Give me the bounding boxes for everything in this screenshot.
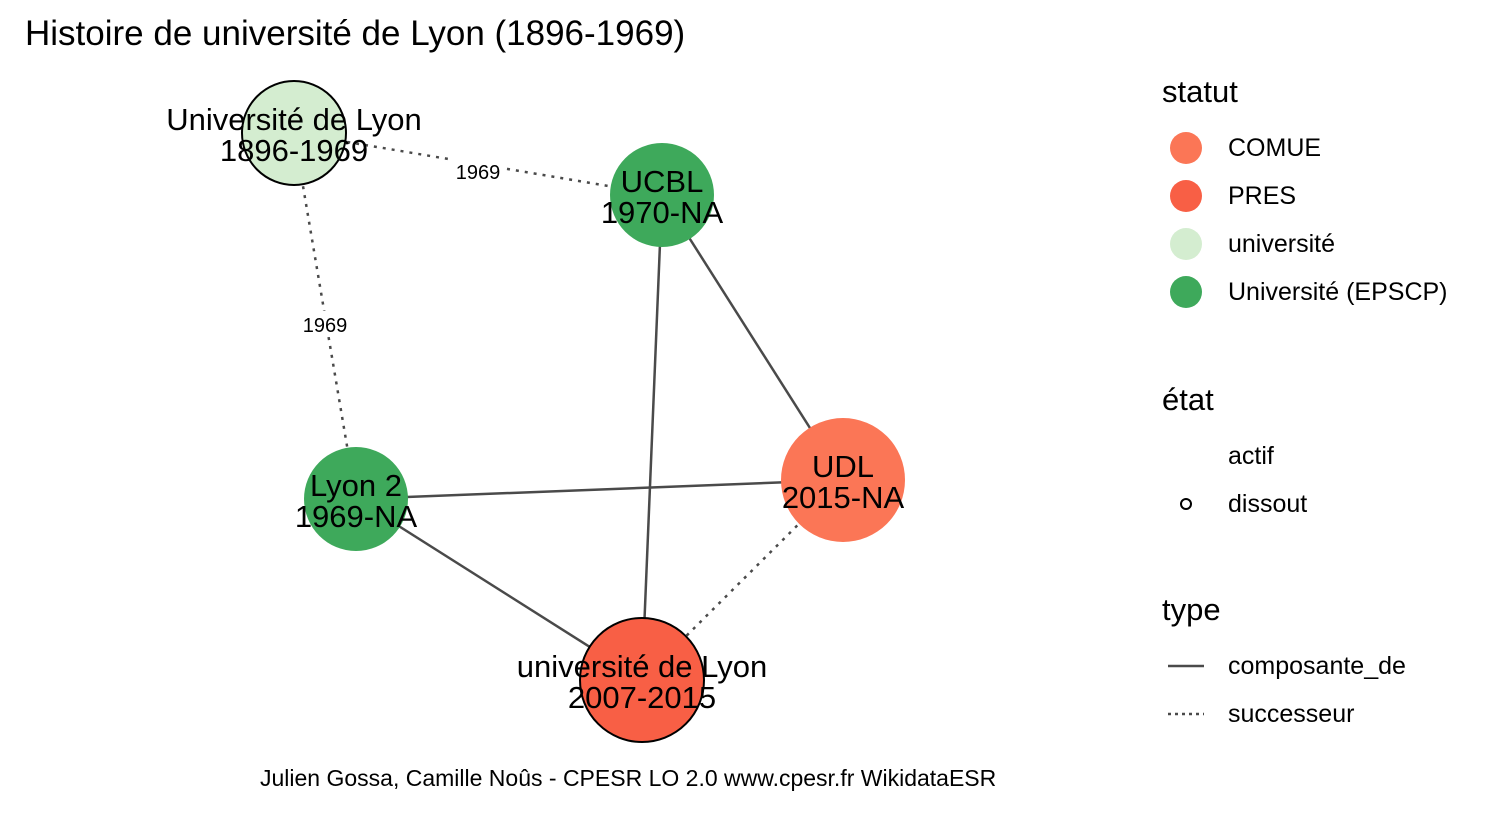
legend-ring-dissout [1180,498,1192,510]
caption: Julien Gossa, Camille Noûs - CPESR LO 2.… [260,765,997,791]
legend-label-pres: PRES [1228,182,1297,210]
node-dates-univ-lyon-1896: 1896-1969 [220,133,368,168]
legend-dot-pres [1170,180,1202,212]
edge-label-background [299,311,351,337]
node-label-univ-lyon-2007: université de Lyon [517,649,767,684]
edge-label-univ-lyon-1896-to-lyon2: 1969 [303,315,348,337]
legend-item-universite: université [1162,224,1482,264]
legend-item-successeur: successeur [1162,694,1482,734]
node-label-udl: UDL [812,449,874,484]
legend-dot-comue [1170,132,1202,164]
legend-line-successeur [1168,712,1204,716]
legend-label-composante-de: composante_de [1228,652,1406,680]
nodes-layer [241,80,905,743]
legend-item-dissout: dissout [1162,484,1482,524]
node-udl [781,418,905,542]
node-label-univ-lyon-1896: Université de Lyon [166,102,422,137]
node-label-lyon2: Lyon 2 [310,468,402,503]
legend-item-pres: PRES [1162,176,1482,216]
node-ucbl [610,143,714,247]
legend-label-universite-epscp: Université (EPSCP) [1228,278,1448,306]
legend-label-dissout: dissout [1228,490,1308,518]
edge-label-univ-lyon-1896-to-ucbl: 1969 [456,162,501,184]
legend-label-comue: COMUE [1228,134,1322,162]
node-lyon2 [304,447,408,551]
legend-line-composante-de [1168,664,1204,668]
legend-label-successeur: successeur [1228,700,1355,728]
chart-title: Histoire de université de Lyon (1896-196… [25,14,686,53]
legend-item-actif: actif [1162,436,1482,476]
node-univ-lyon-2007 [579,617,705,743]
legend-dot-universite-epscp [1170,276,1202,308]
legend-label-actif: actif [1228,442,1274,470]
legend-title-type: type [1162,592,1221,627]
legend-key-actif [1168,438,1204,474]
node-dates-udl: 2015-NA [782,480,905,515]
legend-label-universite: université [1228,230,1335,258]
legend-dot-universite [1170,228,1202,260]
legend-item-comue: COMUE [1162,128,1482,168]
node-dates-univ-lyon-2007: 2007-2015 [568,680,716,715]
edge-lyon2-to-udl [355,478,844,501]
legend-title-etat: état [1162,382,1214,417]
legend-item-composante-de: composante_de [1162,646,1482,686]
edge-label-background [452,158,504,184]
legend-title-statut: statut [1162,74,1238,109]
legend-item-universite-epscp: Université (EPSCP) [1162,272,1482,312]
node-univ-lyon-1896 [241,80,347,186]
node-dates-lyon2: 1969-NA [295,499,418,534]
edge-ucbl-to-univ-lyon-2007 [640,194,664,681]
edges-layer: 1969 1969 [292,131,845,682]
node-label-ucbl: UCBL [621,164,704,199]
node-dates-ucbl: 1970-NA [601,195,724,230]
